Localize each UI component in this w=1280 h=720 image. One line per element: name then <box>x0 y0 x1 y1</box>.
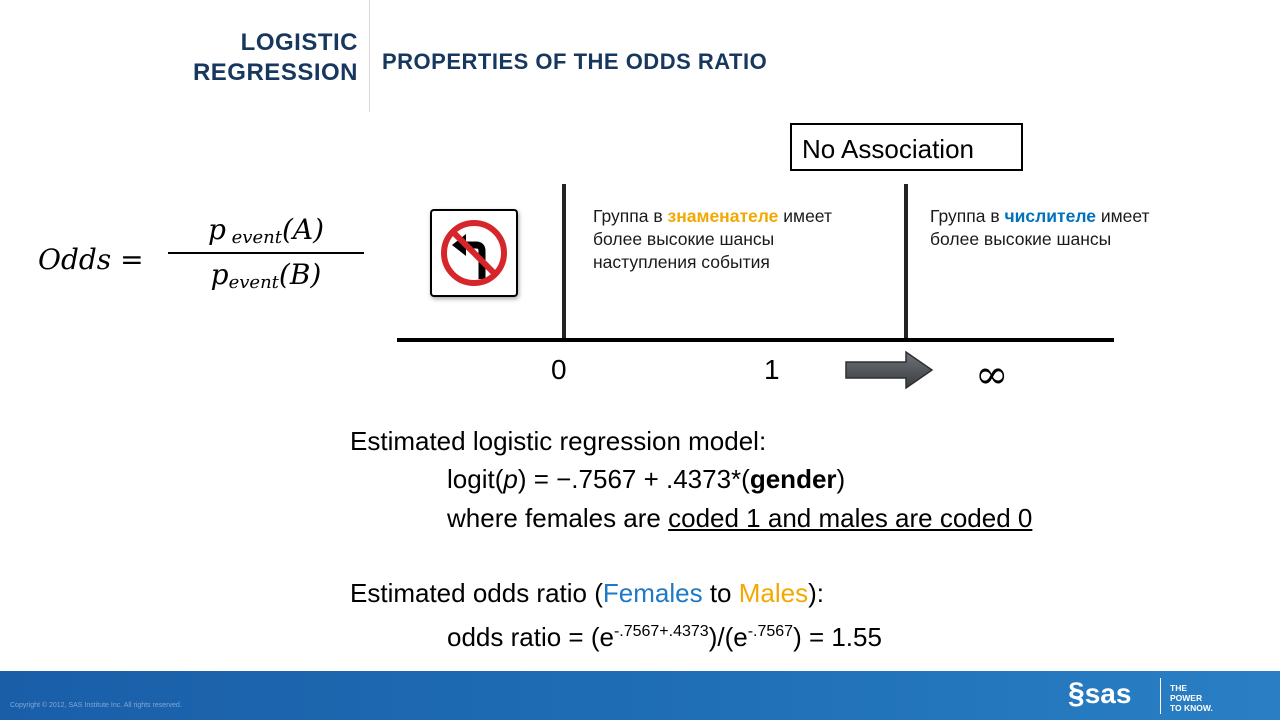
left-group-rest: имеет более высокие шансы наступления со… <box>593 206 832 272</box>
left-group-prefix: Группа в <box>593 206 668 226</box>
or-heading-suffix: ): <box>808 578 824 608</box>
logit-suffix: ) <box>836 464 846 494</box>
copyright-text: Copyright © 2012, SAS Institute Inc. All… <box>10 702 182 709</box>
arrow-right-icon <box>845 350 934 390</box>
sas-logo: §sas <box>1068 677 1131 711</box>
sas-logo-text: sas <box>1084 678 1132 709</box>
logit-variable: gender <box>749 464 837 494</box>
formula-fraction: p event(A) pevent(B) <box>168 213 364 293</box>
formula-lhs: Odds = <box>38 243 144 276</box>
or-exponent-1: -.7567+.4373 <box>613 623 709 640</box>
tick-label-one: 1 <box>764 354 780 385</box>
odds-zero-line <box>562 184 566 340</box>
or-heading-prefix: Estimated odds ratio ( <box>350 578 603 608</box>
right-group-prefix: Группа в <box>930 206 1005 226</box>
sas-swirl-icon: § <box>1068 677 1085 710</box>
tagline-line1: THE <box>1170 683 1187 693</box>
coding-prefix: where females are <box>447 503 669 533</box>
coding-note: where females are coded 1 and males are … <box>447 500 1032 536</box>
right-group-text: Группа в числителе имеет более высокие ш… <box>930 205 1180 251</box>
tagline-line3: TO KNOW. <box>1170 703 1213 713</box>
or-formula-suffix: ) = 1.55 <box>793 622 882 652</box>
odds-ratio-heading: Estimated odds ratio (Females to Males): <box>350 575 824 611</box>
females-label: Females <box>602 578 703 608</box>
tagline-line2: POWER <box>1170 693 1203 703</box>
logit-equation: logit(p) = −.7567 + .4373*(gender) <box>447 461 845 497</box>
right-group-rest: имеет более высокие шансы <box>930 206 1150 249</box>
formula-denominator: pevent(B) <box>168 258 364 293</box>
section-title: LOGISTIC REGRESSION <box>100 28 358 88</box>
logo-divider <box>1160 678 1161 714</box>
denominator-p: p <box>210 258 229 291</box>
logit-mid: ) = −.7567 + .4373*( <box>517 464 750 494</box>
infinity-symbol: ∞ <box>975 352 1009 398</box>
no-association-box: No Association <box>790 123 1023 171</box>
section-title-line1: LOGISTIC <box>240 29 358 56</box>
section-title-line2: REGRESSION <box>192 59 358 86</box>
odds-one-line <box>904 184 908 340</box>
logit-p: p <box>503 464 518 494</box>
number-line <box>397 338 1114 342</box>
formula-numerator: p event(A) <box>168 213 364 248</box>
or-formula-prefix: odds ratio = (e <box>447 622 614 652</box>
footer-bar <box>0 671 1280 720</box>
no-left-turn-sign-icon <box>430 209 518 297</box>
slide-title: PROPERTIES OF THE ODDS RATIO <box>382 49 768 74</box>
denominator-subscript: event <box>228 272 279 293</box>
left-group-text: Группа в знаменателе имеет более высокие… <box>593 205 863 274</box>
header-divider <box>369 0 370 112</box>
numerator-arg: (A) <box>281 213 325 246</box>
males-label: Males <box>738 578 809 608</box>
model-heading: Estimated logistic regression model: <box>350 426 767 456</box>
or-formula-mid: )/(e <box>708 622 748 652</box>
right-group-highlight: числителе <box>1004 206 1096 226</box>
numerator-subscript: event <box>231 227 282 248</box>
left-group-highlight: знаменателе <box>667 206 779 226</box>
logo-tagline: THE POWER TO KNOW. <box>1170 683 1213 713</box>
coding-underlined: coded 1 and males are coded 0 <box>668 503 1033 533</box>
denominator-arg: (B) <box>278 258 322 291</box>
logit-prefix: logit( <box>447 464 504 494</box>
or-heading-to: to <box>702 578 739 608</box>
numerator-p: p <box>207 213 226 246</box>
odds-ratio-formula: odds ratio = (e-.7567+.4373)/(e-.7567) =… <box>447 614 882 655</box>
or-exponent-2: -.7567 <box>747 623 794 640</box>
fraction-bar <box>168 252 364 254</box>
tick-label-zero: 0 <box>551 354 567 385</box>
